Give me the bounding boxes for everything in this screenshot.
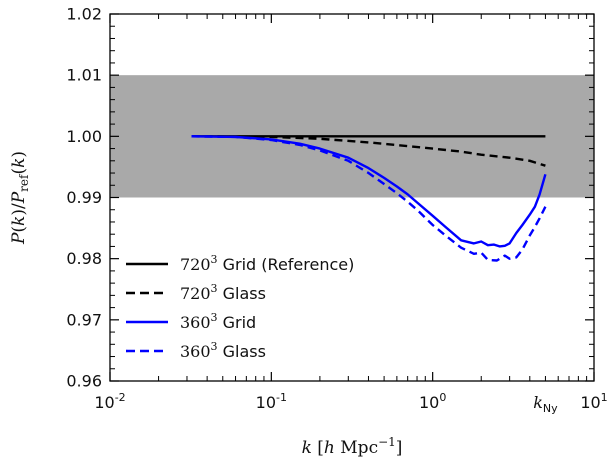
legend-label-1: 7203 Grid (Reference) <box>180 253 354 274</box>
y-label-paren-close: ) <box>9 151 29 158</box>
legend-exponent: 3 <box>211 340 218 353</box>
x-label-mpc: Mpc <box>335 438 378 458</box>
x-tick-base: 10 <box>94 393 114 412</box>
x-label-h: h <box>324 438 335 458</box>
legend-base: 720 <box>180 255 211 274</box>
y-label-paren2: ( <box>9 168 29 175</box>
x-label-bracket-close: ] <box>396 438 403 458</box>
nyquist-k: k <box>533 393 543 412</box>
x-tick-base: 10 <box>419 393 439 412</box>
series-line-3 <box>191 135 547 248</box>
tick-layer <box>109 13 595 382</box>
y-label-k: k <box>9 216 29 226</box>
y-tick-label: 1.01 <box>66 66 102 85</box>
legend-exponent: 3 <box>211 311 218 324</box>
minor-ticks <box>110 14 594 381</box>
label-layer: 10-2 10-1 100 1010.960.970.980.991.001.011.… <box>9 5 608 459</box>
x-tick-label: 10-2 <box>94 391 125 412</box>
legend-exponent: 3 <box>211 253 218 266</box>
x-tick-label: 100 <box>419 391 446 412</box>
x-tick-exponent: 1 <box>601 391 608 404</box>
legend-text: Grid (Reference) <box>218 255 355 274</box>
y-label-k2: k <box>9 158 29 168</box>
y-label-subscript: ref <box>17 173 31 192</box>
x-tick-exponent: -2 <box>115 391 126 404</box>
legend-base: 360 <box>180 313 211 332</box>
x-tick-base: 10 <box>580 393 600 412</box>
y-axis-label: P(k)/Pref(k) <box>9 151 31 245</box>
series-layer <box>191 135 547 262</box>
x-tick-base: 10 <box>256 393 276 412</box>
y-tick-label: 0.96 <box>66 372 102 391</box>
y-label-slash: )/ <box>9 203 29 216</box>
legend-text: Grid <box>218 313 257 332</box>
x-tick-exponent: -1 <box>276 391 287 404</box>
nyquist-annotation: kNy <box>533 393 558 415</box>
legend-text: Glass <box>218 284 266 303</box>
y-label-p2: P <box>9 191 29 204</box>
y-tick-label: 0.97 <box>66 310 102 329</box>
legend-label-3: 3603 Grid <box>180 311 256 332</box>
x-tick-exponent: 0 <box>439 391 446 404</box>
y-tick-label: 1.02 <box>66 5 102 24</box>
nyquist-subscript: Ny <box>543 402 558 415</box>
y-label-paren: ( <box>9 226 29 233</box>
x-tick-label: 101 <box>580 391 607 412</box>
series-line-2 <box>191 135 546 167</box>
series-line-4 <box>191 135 547 262</box>
y-tick-label: 1.00 <box>66 127 102 146</box>
legend-base: 720 <box>180 284 211 303</box>
legend-exponent: 3 <box>211 282 218 295</box>
y-tick-label: 0.99 <box>66 188 102 207</box>
x-axis-label: k [h Mpc−1] <box>302 435 403 458</box>
y-tick-label: 0.98 <box>66 249 102 268</box>
legend-label-2: 7203 Glass <box>180 282 266 303</box>
x-tick-label: 10-1 <box>256 391 287 412</box>
legend-text: Glass <box>218 342 266 361</box>
y-label-p: P <box>9 232 29 245</box>
legend-base: 360 <box>180 342 211 361</box>
x-label-exponent: −1 <box>378 435 396 449</box>
legend-label-4: 3603 Glass <box>180 340 266 361</box>
x-label-k: k <box>302 438 312 458</box>
x-label-bracket-open: [ <box>312 438 324 458</box>
